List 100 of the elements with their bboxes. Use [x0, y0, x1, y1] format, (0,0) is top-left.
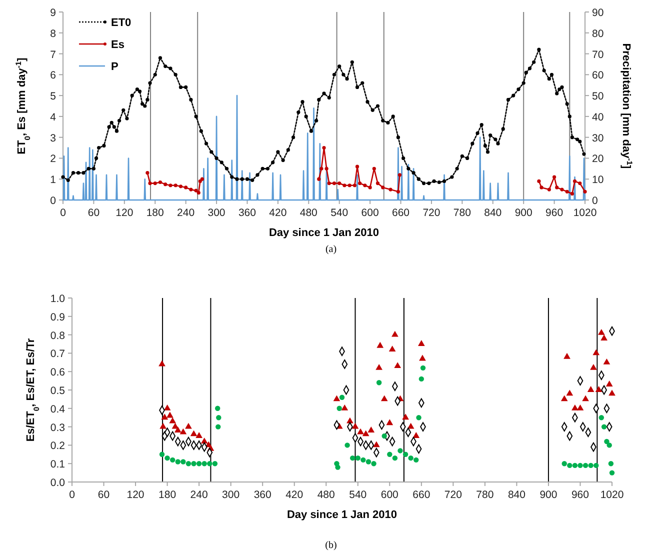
- x-tick-label: 600: [380, 489, 399, 501]
- point: [376, 181, 380, 186]
- point: [166, 412, 174, 418]
- point: [146, 171, 150, 175]
- point: [164, 182, 168, 186]
- point: [608, 390, 616, 396]
- point: [380, 395, 388, 402]
- x-tick-label: 180: [158, 489, 176, 501]
- x-tick-label: 300: [222, 489, 240, 501]
- point: [567, 462, 572, 468]
- y-tick-label: 0.5: [50, 385, 66, 397]
- point: [174, 426, 182, 432]
- text: (b): [325, 540, 337, 551]
- x-tick-label: 240: [190, 489, 208, 501]
- point: [604, 438, 610, 444]
- point: [398, 448, 403, 454]
- point: [161, 414, 168, 420]
- y2-tick-label: 20: [592, 153, 604, 166]
- point: [547, 188, 551, 192]
- point: [392, 455, 398, 461]
- y-tick-label: 7: [50, 48, 56, 61]
- point: [408, 455, 414, 461]
- y-tick-label: 3: [50, 132, 56, 144]
- point: [570, 192, 574, 196]
- text: (a): [325, 244, 337, 255]
- y2-tick-label: 70: [592, 48, 604, 61]
- point: [382, 433, 387, 439]
- point: [348, 184, 352, 188]
- point: [572, 179, 577, 183]
- x-tick-label: 720: [444, 489, 462, 501]
- point: [190, 430, 198, 436]
- point: [372, 166, 376, 170]
- point: [368, 186, 372, 190]
- point: [164, 404, 171, 410]
- point: [562, 461, 567, 466]
- point: [587, 386, 594, 392]
- x-tick-label: 660: [392, 207, 410, 219]
- point: [416, 415, 422, 420]
- point: [194, 188, 198, 192]
- point: [603, 358, 610, 364]
- point: [606, 380, 613, 386]
- point: [196, 461, 202, 466]
- point: [388, 346, 396, 352]
- y-tick-label: 9: [50, 7, 56, 19]
- point: [606, 442, 612, 448]
- legend-label: Es: [111, 39, 124, 51]
- x-tick-label: 1020: [573, 207, 597, 219]
- point: [189, 188, 193, 192]
- point: [368, 426, 375, 432]
- point: [339, 394, 345, 400]
- point: [160, 422, 166, 429]
- point: [164, 455, 170, 461]
- point: [595, 386, 602, 392]
- y-tick-label: 0.2: [50, 440, 66, 452]
- point: [381, 186, 385, 190]
- point: [322, 146, 326, 150]
- point: [376, 342, 384, 348]
- point: [582, 395, 589, 402]
- point: [216, 415, 222, 420]
- point: [371, 461, 376, 466]
- x-tick-label: 420: [269, 207, 287, 219]
- point: [388, 188, 392, 192]
- point: [572, 404, 578, 410]
- point: [207, 461, 212, 466]
- x-tick-label: 600: [361, 207, 379, 219]
- point: [582, 462, 588, 468]
- y-tick-label: 4: [50, 111, 56, 124]
- point: [601, 424, 607, 430]
- point: [327, 181, 331, 186]
- point: [376, 380, 382, 386]
- point: [598, 415, 604, 420]
- point: [537, 179, 541, 183]
- legend-label: ET0: [111, 17, 132, 29]
- y-tick-label: 0.8: [50, 330, 66, 342]
- point: [148, 181, 152, 186]
- x-tick-label: 1020: [600, 489, 624, 501]
- point: [394, 362, 402, 368]
- x-tick-label: 300: [208, 207, 226, 219]
- x-tick-label: 840: [484, 207, 502, 219]
- point: [608, 461, 614, 466]
- x-tick-label: 540: [330, 207, 348, 219]
- point: [342, 184, 346, 188]
- point: [598, 329, 605, 335]
- y-tick-label: 0.7: [50, 348, 66, 360]
- y-tick-label: 2: [50, 153, 56, 166]
- point: [418, 340, 425, 346]
- legend-label: P: [111, 61, 118, 73]
- y2-tick-label: 30: [592, 132, 604, 144]
- point: [352, 184, 357, 188]
- point: [185, 422, 192, 429]
- x-tick-label: 900: [540, 489, 558, 501]
- point: [363, 184, 367, 188]
- point: [362, 430, 370, 436]
- point: [214, 406, 220, 411]
- y-tick-label: 0.6: [50, 366, 66, 379]
- point: [324, 166, 328, 170]
- y2-tick-label: 80: [592, 28, 604, 40]
- point: [180, 459, 186, 464]
- x-tick-label: 360: [238, 207, 256, 219]
- point: [560, 188, 564, 192]
